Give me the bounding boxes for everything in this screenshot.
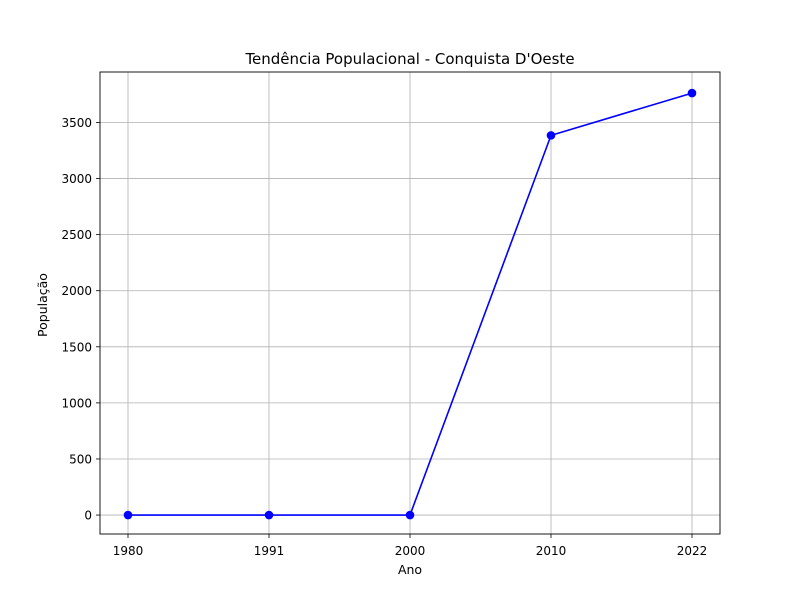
data-point [687, 88, 697, 98]
y-tick-label: 2500 [61, 228, 92, 242]
series-layer [123, 88, 697, 520]
x-tick-label: 1991 [254, 544, 285, 558]
tick-layer: 1980 1991 2000 2010 2022 0 500 1000 1500 2000 2500… [61, 116, 707, 558]
y-tick-label: 2000 [61, 284, 92, 298]
data-point [123, 510, 133, 520]
x-tick-label: 2022 [677, 544, 708, 558]
y-tick-label: 3500 [61, 116, 92, 130]
y-axis-label: População [35, 273, 50, 337]
y-tick-label: 0 [84, 509, 92, 523]
plot-frame [99, 71, 721, 535]
chart-title: Tendência Populacional - Conquista D'Oes… [244, 50, 574, 68]
x-axis-label: Ano [398, 562, 422, 577]
data-point [405, 510, 415, 520]
y-tick-label: 500 [69, 452, 92, 466]
data-point [264, 510, 274, 520]
grid-layer [100, 72, 720, 534]
x-tick-label: 2010 [536, 544, 567, 558]
data-point [546, 131, 556, 140]
y-tick-label: 3000 [61, 172, 92, 186]
y-tick-label: 1500 [61, 340, 92, 354]
x-tick-label: 2000 [395, 544, 426, 558]
y-tick-label: 1000 [61, 396, 92, 410]
x-tick-label: 1980 [113, 544, 144, 558]
